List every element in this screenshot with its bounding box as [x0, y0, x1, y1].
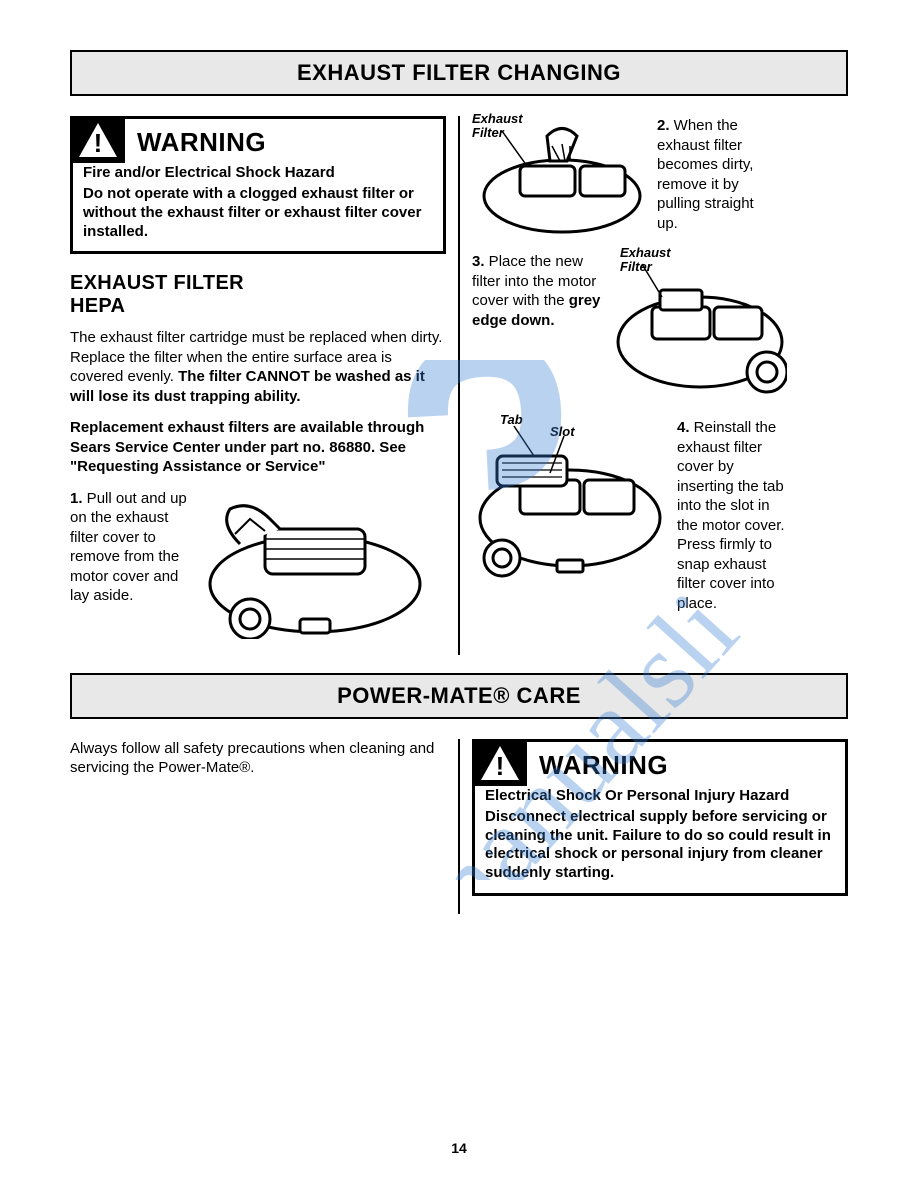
step3-text: 3. Place the new filter into the motor c… [472, 252, 602, 330]
step4-body: Reinstall the exhaust filter cover by in… [677, 419, 785, 612]
page-number: 14 [0, 1140, 918, 1156]
para-2: Replacement exhaust filters are availabl… [70, 418, 446, 477]
section1-columns: ! WARNING Fire and/or Electrical Shock H… [70, 116, 848, 655]
subhead-line2: HEPA [70, 295, 125, 317]
diagram-step4-wrap: Tab Slot [472, 418, 667, 578]
step-1-row: 1. Pull out and up on the exhaust filter… [70, 489, 446, 639]
col2-right: ! WARNING Electrical Shock Or Personal I… [458, 739, 848, 914]
col-left: ! WARNING Fire and/or Electrical Shock H… [70, 116, 458, 655]
step1-body: Pull out and up on the exhaust filter co… [70, 490, 187, 605]
diagram-step4 [472, 418, 667, 578]
svg-text:!: ! [94, 128, 103, 158]
warning-subtitle-2: Electrical Shock Or Personal Injury Haza… [485, 787, 835, 804]
step-3-row: 3. Place the new filter into the motor c… [472, 252, 848, 402]
col-right: Exhaust Filter [458, 116, 848, 655]
svg-text:!: ! [496, 751, 505, 781]
warning-subtitle: Fire and/or Electrical Shock Hazard [83, 164, 433, 181]
step-4-row: Tab Slot [472, 418, 848, 613]
step2-body: When the exhaust filter becomes dirty, r… [657, 117, 754, 232]
exhaust-filter-heading: EXHAUST FILTER HEPA [70, 272, 446, 318]
para-1: The exhaust filter cartridge must be rep… [70, 328, 446, 406]
diagram-step1 [200, 489, 430, 639]
step3-num: 3. [472, 253, 485, 270]
step2-text: 2. When the exhaust filter becomes dirty… [657, 116, 767, 233]
warning-title: WARNING [137, 127, 433, 158]
warning-triangle-icon-2: ! [473, 740, 527, 786]
step1-num: 1. [70, 490, 83, 507]
col2-left: Always follow all safety precautions whe… [70, 739, 458, 914]
diagram-step3-wrap: Exhaust Filter [612, 252, 787, 402]
powermate-para: Always follow all safety precautions whe… [70, 739, 446, 778]
label-exhaust-filter-2: Exhaust Filter [472, 112, 532, 141]
step4-text: 4. Reinstall the exhaust filter cover by… [677, 418, 792, 613]
step4-num: 4. [677, 419, 690, 436]
subhead-line1: EXHAUST FILTER [70, 272, 244, 294]
step2-num: 2. [657, 117, 670, 134]
label-tab: Tab [500, 412, 523, 427]
warning-body-2: Disconnect electrical supply before serv… [485, 808, 835, 883]
warning-triangle-icon: ! [71, 117, 125, 163]
label-exhaust-filter-3: Exhaust Filter [620, 246, 680, 275]
warning-box-1: ! WARNING Fire and/or Electrical Shock H… [70, 116, 446, 254]
label-slot: Slot [550, 424, 575, 439]
step-2-row: Exhaust Filter [472, 116, 848, 236]
section-header-exhaust: EXHAUST FILTER CHANGING [70, 50, 848, 96]
warning-body: Do not operate with a clogged exhaust fi… [83, 185, 433, 241]
warning-box-2: ! WARNING Electrical Shock Or Personal I… [472, 739, 848, 896]
warning-title-2: WARNING [539, 750, 835, 781]
section2-columns: Always follow all safety precautions whe… [70, 739, 848, 914]
step1-text: 1. Pull out and up on the exhaust filter… [70, 489, 190, 606]
diagram-step2-wrap: Exhaust Filter [472, 116, 647, 236]
section-header-powermate: POWER-MATE® CARE [70, 673, 848, 719]
